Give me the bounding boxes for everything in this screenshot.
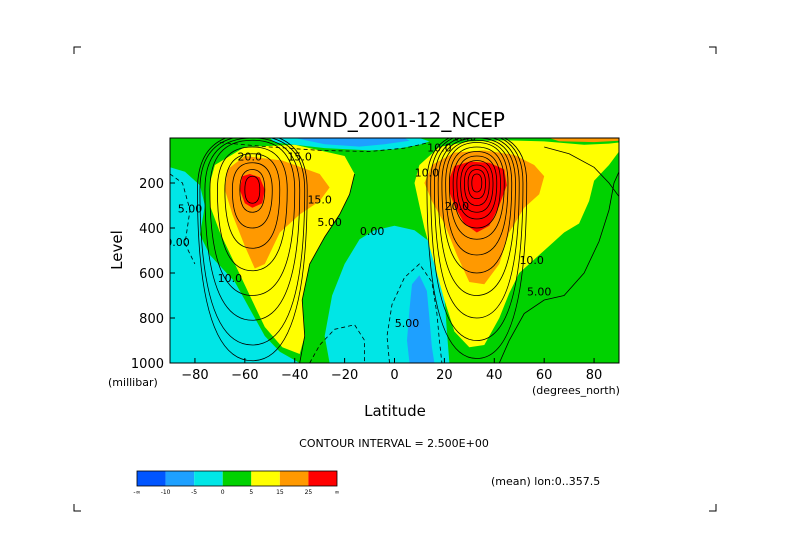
contour-label-6: 10.0 bbox=[218, 272, 243, 285]
contour-label-10: 10.0 bbox=[415, 166, 440, 179]
contour-label-7: 0.00 bbox=[360, 225, 385, 238]
contour-label-5: 0.00 bbox=[165, 236, 190, 249]
contour-label-1: 15.0 bbox=[287, 151, 312, 164]
contour-north-1 bbox=[467, 169, 486, 200]
colorbar-swatch-2 bbox=[194, 471, 223, 486]
contour-label-11: 20.0 bbox=[445, 200, 470, 213]
colorbar-frame bbox=[136, 470, 338, 487]
y-tick-label-3: 800 bbox=[139, 312, 164, 327]
contour-label-9: 10.0 bbox=[452, 130, 477, 143]
colorbar-tick-4: 5 bbox=[249, 489, 253, 496]
contour-north-2 bbox=[463, 164, 490, 206]
x-tick-label-0: −80 bbox=[181, 368, 208, 383]
contour-south-4 bbox=[216, 146, 288, 272]
colorbar-swatch-0 bbox=[137, 471, 166, 486]
contour-south-0 bbox=[244, 175, 261, 204]
colorbar-swatch-1 bbox=[165, 471, 195, 486]
contour-south-5 bbox=[209, 139, 296, 296]
contour-north-12 bbox=[426, 138, 528, 359]
contour-north-8 bbox=[441, 139, 513, 274]
y-tick-label-4: 1000 bbox=[131, 357, 164, 372]
contour-south-6 bbox=[204, 138, 301, 321]
fill-tropics-blue bbox=[407, 275, 435, 363]
footnote: (mean) lon:0..357.5 bbox=[491, 475, 600, 488]
contour-south-7 bbox=[199, 138, 306, 346]
contour-interval-text: CONTOUR INTERVAL = 2.500E+00 bbox=[299, 437, 489, 450]
x-tick-label-7: 60 bbox=[536, 368, 553, 383]
x-tick-label-6: 40 bbox=[486, 368, 503, 383]
contour-dashed-strat bbox=[219, 142, 430, 152]
x-tick-label-1: −60 bbox=[231, 368, 258, 383]
contour-label-2: 15.0 bbox=[307, 193, 332, 206]
contour-zero-south bbox=[299, 173, 355, 363]
fill-north-red bbox=[449, 161, 507, 233]
contour-north-11 bbox=[430, 138, 524, 341]
contour-north-10 bbox=[434, 138, 520, 319]
y-axis-label: Level bbox=[108, 230, 126, 270]
colorbar-swatch-3 bbox=[222, 471, 252, 486]
x-axis: −80 −60 −40 −20 0 20 40 60 80 bbox=[181, 358, 602, 383]
colorbar-tick-3: 0 bbox=[221, 489, 225, 496]
fill-strat-orange bbox=[549, 138, 619, 143]
contour-north-0 bbox=[471, 173, 483, 193]
contour-north-4 bbox=[456, 155, 498, 220]
contour-dashed-tropics bbox=[386, 263, 443, 363]
fill-antarctic-cyan bbox=[170, 167, 300, 363]
fill-strat-blue bbox=[294, 138, 410, 147]
x-units: (degrees_north) bbox=[532, 384, 620, 397]
x-tick-label-3: −20 bbox=[331, 368, 358, 383]
contour-label-4: 5.00 bbox=[178, 202, 203, 215]
contour-north-3 bbox=[460, 160, 494, 213]
x-tick-label-4: 0 bbox=[390, 368, 398, 383]
colorbar-tick-6: 25 bbox=[305, 489, 313, 496]
contour-dashed-surface bbox=[309, 324, 366, 363]
contour-south-2 bbox=[231, 162, 273, 229]
colorbar-tick-5: 15 bbox=[276, 489, 284, 496]
colorbar-tick-1: -10 bbox=[161, 489, 171, 496]
y-units: (millibar) bbox=[108, 376, 158, 389]
contour-labels: 20.0 15.015.05.005.000.0010.00.0010.010.0… bbox=[165, 130, 552, 330]
contour-label-14: 5.00 bbox=[395, 317, 420, 330]
colorbar-swatch-6 bbox=[308, 471, 337, 486]
colorbar: -∞ -10 -5 0 5 15 25 ∞ bbox=[133, 470, 340, 496]
contour-label-13: 5.00 bbox=[527, 286, 552, 299]
plot-area: 20.0 15.015.05.005.000.0010.00.0010.010.0… bbox=[165, 130, 619, 363]
chart-title: UWND_2001-12_NCEP bbox=[283, 108, 505, 132]
contour-label-0: 20.0 bbox=[238, 151, 263, 164]
y-tick-label-2: 600 bbox=[139, 267, 164, 282]
colorbar-tick-0: -∞ bbox=[133, 489, 140, 496]
colorbar-swatch-4 bbox=[251, 471, 280, 486]
contour-label-8: 10.0 bbox=[427, 142, 452, 155]
colorbar-swatch-5 bbox=[279, 471, 309, 486]
y-axis: 200 400 600 800 1000 bbox=[131, 177, 175, 372]
x-axis-label: Latitude bbox=[364, 402, 426, 420]
x-tick-label-5: 20 bbox=[436, 368, 453, 383]
contour-south-3 bbox=[224, 153, 281, 249]
contour-strat-north bbox=[544, 146, 619, 197]
colorbar-tick-7: ∞ bbox=[335, 489, 340, 496]
x-tick-label-2: −40 bbox=[281, 368, 308, 383]
contour-label-3: 5.00 bbox=[317, 216, 342, 229]
contour-label-12: 10.0 bbox=[519, 254, 544, 267]
contour-north-9 bbox=[437, 138, 516, 296]
x-tick-label-8: 80 bbox=[586, 368, 603, 383]
contour-south-1 bbox=[239, 169, 266, 213]
contour-north-6 bbox=[448, 146, 505, 240]
contour-south-8 bbox=[197, 138, 308, 362]
contour-dashed-antarctic bbox=[170, 173, 196, 265]
y-tick-label-0: 200 bbox=[139, 177, 164, 192]
contour-north-5 bbox=[452, 151, 501, 229]
contour-north-7 bbox=[445, 142, 509, 256]
y-tick-label-1: 400 bbox=[139, 222, 164, 237]
contour-lines bbox=[170, 138, 619, 363]
colorbar-tick-2: -5 bbox=[191, 489, 197, 496]
crop-marks bbox=[73, 46, 717, 512]
contour-five-north bbox=[498, 171, 619, 363]
